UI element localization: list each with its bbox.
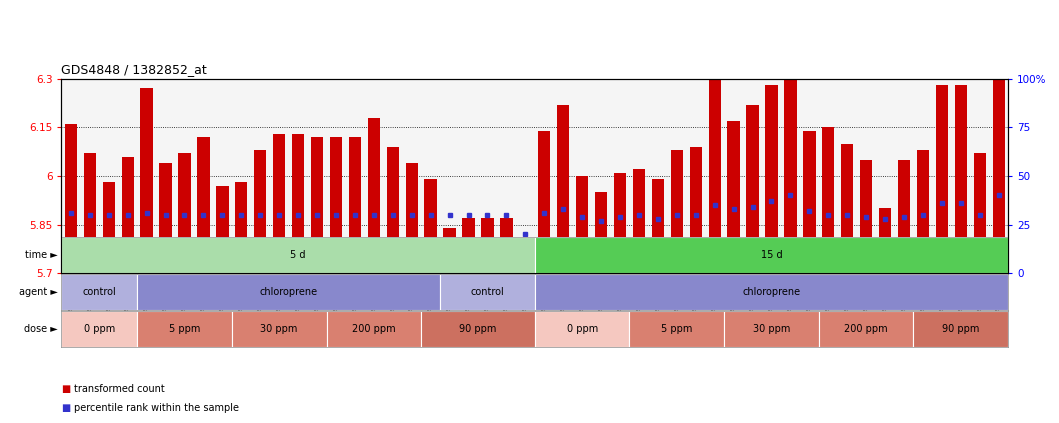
Text: 200 ppm: 200 ppm [352, 324, 396, 334]
Bar [576, 176, 589, 273]
Bar [216, 186, 229, 273]
Bar [595, 192, 607, 273]
Text: 5 d: 5 d [290, 250, 306, 260]
Text: 5 ppm: 5 ppm [168, 324, 200, 334]
Text: agent ►: agent ► [19, 287, 58, 297]
Bar [141, 88, 152, 273]
Bar [61, 237, 535, 273]
Bar [84, 153, 96, 273]
Bar [406, 163, 418, 273]
Bar [138, 311, 232, 347]
Bar [500, 218, 513, 273]
Text: percentile rank within the sample: percentile rank within the sample [74, 403, 239, 413]
Bar [747, 104, 758, 273]
Text: dose ►: dose ► [24, 324, 58, 334]
Bar [138, 274, 441, 310]
Bar [670, 150, 683, 273]
Text: transformed count: transformed count [74, 384, 165, 394]
Text: control: control [470, 287, 504, 297]
Text: 15 d: 15 d [760, 250, 783, 260]
Bar [766, 85, 777, 273]
Bar [441, 274, 535, 310]
Bar [898, 160, 910, 273]
Text: chloroprene: chloroprene [742, 287, 801, 297]
Bar [992, 79, 1005, 273]
Bar [841, 143, 854, 273]
Bar [724, 311, 819, 347]
Bar [160, 163, 172, 273]
Bar [954, 85, 967, 273]
Bar [633, 170, 645, 273]
Bar [235, 182, 248, 273]
Bar [61, 311, 138, 347]
Bar [232, 311, 326, 347]
Text: 200 ppm: 200 ppm [844, 324, 887, 334]
Bar [651, 179, 664, 273]
Bar [819, 311, 914, 347]
Text: time ►: time ► [25, 250, 58, 260]
Bar [273, 134, 285, 273]
Bar [936, 85, 948, 273]
Bar [425, 179, 436, 273]
Text: ■: ■ [61, 384, 71, 394]
Bar [973, 153, 986, 273]
Text: 0 ppm: 0 ppm [84, 324, 115, 334]
Text: chloroprene: chloroprene [259, 287, 318, 297]
Text: GDS4848 / 1382852_at: GDS4848 / 1382852_at [61, 63, 208, 76]
Bar [178, 153, 191, 273]
Bar [103, 182, 115, 273]
Bar [329, 137, 342, 273]
Bar [614, 173, 626, 273]
Bar [463, 218, 474, 273]
Bar [557, 104, 570, 273]
Text: 90 ppm: 90 ppm [943, 324, 980, 334]
Bar [481, 218, 493, 273]
Bar [728, 121, 740, 273]
Bar [444, 228, 455, 273]
Bar [538, 131, 551, 273]
Text: 0 ppm: 0 ppm [567, 324, 597, 334]
Bar [61, 274, 138, 310]
Bar [535, 274, 1008, 310]
Bar [311, 137, 323, 273]
Bar [348, 137, 361, 273]
Bar [65, 124, 77, 273]
Bar [879, 209, 892, 273]
Bar [122, 157, 133, 273]
Bar [917, 150, 929, 273]
Text: 30 ppm: 30 ppm [753, 324, 790, 334]
Bar [197, 137, 210, 273]
Bar [326, 311, 421, 347]
Bar [785, 79, 796, 273]
Bar [367, 118, 380, 273]
Bar [535, 237, 1008, 273]
Bar [292, 134, 304, 273]
Bar [822, 127, 834, 273]
Text: ■: ■ [61, 403, 71, 413]
Bar [254, 150, 267, 273]
Bar [708, 79, 721, 273]
Bar [421, 311, 535, 347]
Bar [803, 131, 815, 273]
Bar [387, 147, 399, 273]
Bar [629, 311, 724, 347]
Text: 90 ppm: 90 ppm [460, 324, 497, 334]
Text: control: control [83, 287, 116, 297]
Bar [914, 311, 1008, 347]
Bar [860, 160, 873, 273]
Bar [689, 147, 702, 273]
Text: 30 ppm: 30 ppm [261, 324, 298, 334]
Bar [535, 311, 629, 347]
Text: 5 ppm: 5 ppm [661, 324, 693, 334]
Bar [519, 267, 532, 273]
